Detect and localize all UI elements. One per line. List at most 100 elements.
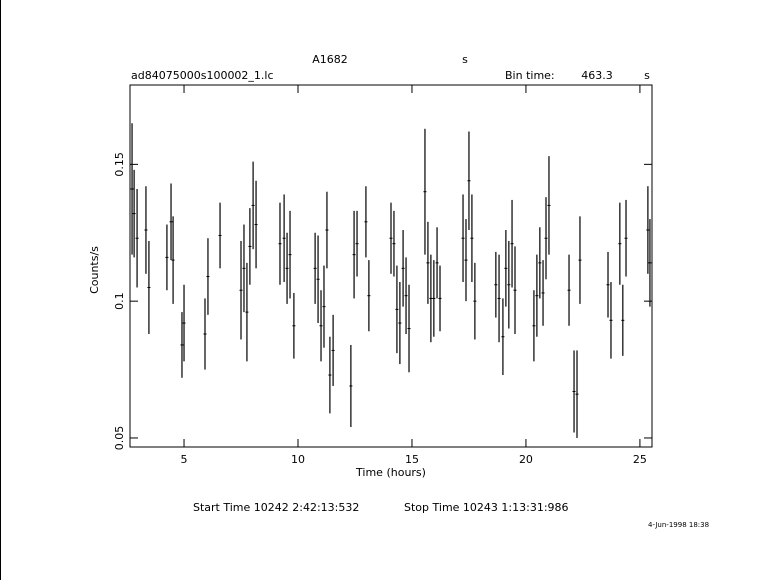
data-point [132, 169, 136, 258]
x-tick-label: 25 [633, 453, 647, 466]
data-point [331, 314, 335, 386]
x-tick-label: 20 [519, 453, 533, 466]
data-point [325, 191, 329, 269]
data-point [501, 298, 505, 376]
data-point [464, 219, 468, 302]
data-point [467, 131, 471, 231]
data-point [544, 197, 548, 280]
data-point [180, 312, 184, 378]
y-tick-label: 0.05 [113, 426, 126, 451]
data-point [319, 290, 323, 362]
data-point [578, 216, 582, 304]
data-point [349, 344, 353, 428]
data-point [165, 224, 169, 291]
data-point [538, 227, 542, 299]
data-point [135, 188, 139, 288]
data-point [624, 199, 628, 277]
data-point [497, 254, 501, 343]
data-point [218, 202, 222, 269]
data-point [494, 251, 498, 318]
data-point [278, 202, 282, 285]
data-point [169, 183, 173, 261]
x-axis-label: Time (hours) [355, 466, 426, 479]
data-point [364, 186, 368, 258]
data-point [572, 350, 576, 433]
data-point [242, 224, 246, 313]
data-point [239, 240, 243, 340]
y-tick-label: 0.15 [113, 152, 126, 177]
data-point [316, 235, 320, 324]
data-point [513, 246, 517, 334]
data-point [206, 238, 210, 315]
data-point [144, 186, 148, 274]
data-point [285, 232, 289, 304]
y-axis-label: Counts/s [88, 246, 101, 294]
bin-time: 463.3 [581, 69, 613, 82]
data-point [328, 336, 332, 414]
data-point [423, 128, 427, 255]
start-time: Start Time 10242 2:42:13:532 [193, 501, 359, 514]
bin-time-unit: s [644, 69, 650, 82]
data-point [461, 194, 465, 283]
data-point [609, 282, 613, 359]
data-point [203, 298, 207, 370]
file-name: ad84075000s100002_1.lc [131, 69, 274, 82]
x-tick-label: 5 [181, 453, 188, 466]
data-point [426, 221, 430, 304]
data-point [504, 230, 508, 307]
data-point [547, 156, 551, 255]
x-tick-label: 15 [405, 453, 419, 466]
data-point [401, 230, 405, 307]
data-point [392, 210, 396, 277]
data-point [432, 260, 436, 337]
data-point [171, 216, 175, 304]
data-point [355, 210, 359, 277]
data-point [567, 254, 571, 326]
data-point [248, 208, 252, 285]
data-point [648, 219, 652, 307]
plot-frame [129, 84, 653, 448]
data-point [606, 251, 610, 318]
data-point [389, 202, 393, 274]
data-point [541, 260, 545, 326]
data-point [575, 350, 579, 438]
data-point [429, 254, 433, 343]
data-point [398, 282, 402, 365]
data-point [535, 254, 539, 337]
stop-time: Stop Time 10243 1:13:31:986 [404, 501, 569, 514]
data-point [470, 194, 474, 283]
data-point [251, 161, 255, 250]
data-point [313, 232, 317, 304]
data-point [395, 265, 399, 354]
data-point [147, 240, 151, 334]
x-tick-label: 10 [291, 453, 305, 466]
data-point [404, 257, 408, 334]
data-point [646, 186, 650, 274]
data-point [367, 260, 371, 332]
data-point [473, 262, 477, 340]
data-point [322, 265, 326, 348]
data-point [288, 210, 292, 299]
data-point [435, 227, 439, 299]
bin-time-label: Bin time: [505, 69, 555, 82]
chart-title: A1682 [312, 53, 348, 66]
data-point [292, 292, 296, 359]
data-point [510, 199, 514, 288]
data-point [245, 262, 249, 362]
data-point [532, 290, 536, 362]
data-point [621, 284, 625, 356]
title-unit: s [462, 53, 468, 66]
data-point [507, 240, 511, 329]
plot-date: 4-Jun-1998 18:38 [648, 521, 709, 529]
data-point [254, 180, 258, 269]
data-point [182, 284, 186, 362]
data-point [130, 123, 134, 255]
y-tick-label: 0.1 [113, 292, 126, 310]
data-point [352, 210, 356, 299]
data-point [438, 265, 442, 332]
data-point [407, 284, 411, 373]
data-point [282, 194, 286, 283]
